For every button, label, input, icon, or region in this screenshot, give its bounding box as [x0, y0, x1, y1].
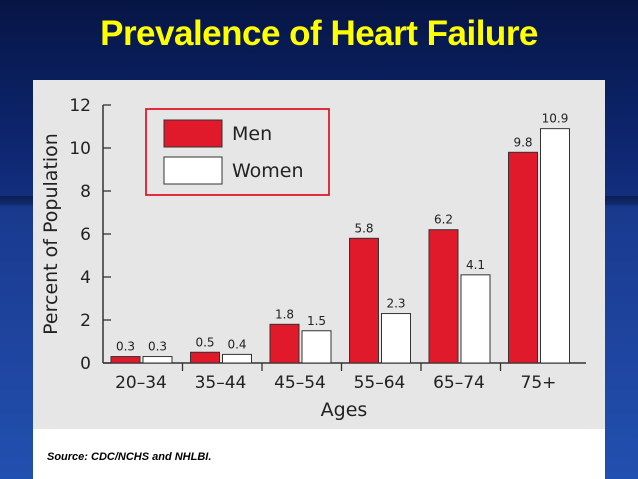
bar-value-label: 1.5: [307, 314, 326, 328]
bar-value-label: 0.3: [148, 340, 167, 354]
y-tick-label: 4: [80, 268, 91, 288]
bar-men: [508, 151, 538, 364]
y-tick-label: 12: [69, 96, 91, 116]
bar-chart: 0 2 4 6 8 10 12 20–34 35–44 45–54 55–64 65–74 75+ 0.3…: [40, 96, 586, 421]
x-tick-label: 65–74: [433, 373, 485, 393]
y-axis-title: Percent of Population: [40, 133, 62, 335]
bar-value-label: 0.3: [116, 340, 135, 354]
legend-label: Men: [232, 123, 272, 145]
bar-men: [190, 351, 220, 364]
bar-value-label: 6.2: [434, 213, 453, 227]
x-tick-label: 55–64: [354, 373, 406, 393]
y-tick-label: 8: [80, 182, 91, 202]
bar-men: [269, 323, 300, 364]
x-tick-label: 35–44: [195, 373, 247, 393]
bar-women: [460, 274, 491, 364]
footer-bar: [33, 429, 605, 479]
bar-value-label: 1.8: [275, 307, 294, 321]
bar-value-label: 5.8: [354, 221, 373, 235]
bar-value-label: 10.9: [542, 112, 569, 126]
bar-women: [222, 353, 252, 364]
bar-women: [301, 330, 332, 364]
bar-value-label: 2.3: [386, 297, 405, 311]
bar-men: [110, 356, 141, 364]
slide-title: Prevalence of Heart Failure: [100, 14, 538, 53]
legend-swatch-men: [163, 119, 223, 148]
bar-women: [381, 313, 411, 364]
x-tick-label: 20–34: [115, 373, 167, 393]
x-tick-label: 45–54: [274, 373, 326, 393]
x-tick-label: 75+: [521, 373, 557, 393]
y-tick-label: 0: [80, 354, 91, 374]
source-note: Source: CDC/NCHS and NHLBI.: [47, 451, 212, 463]
y-tick-label: 10: [69, 139, 91, 159]
y-tick-label: 2: [80, 311, 91, 331]
legend-swatch-women: [163, 156, 223, 185]
legend-box: [145, 108, 330, 196]
bar-value-label: 9.8: [513, 135, 532, 149]
bar-men: [428, 229, 459, 364]
bar-men: [349, 237, 379, 364]
x-axis-title: Ages: [321, 399, 368, 421]
bar-women: [142, 356, 173, 364]
bar-women: [540, 128, 570, 364]
chart-panel: 0 2 4 6 8 10 12 20–34 35–44 45–54 55–64 65–74 75+ 0.3…: [33, 80, 605, 429]
bar-value-label: 0.4: [227, 337, 246, 351]
y-tick-label: 6: [80, 225, 91, 245]
legend-label: Women: [232, 160, 304, 182]
bar-value-label: 0.5: [195, 335, 214, 349]
bar-value-label: 4.1: [466, 258, 485, 272]
